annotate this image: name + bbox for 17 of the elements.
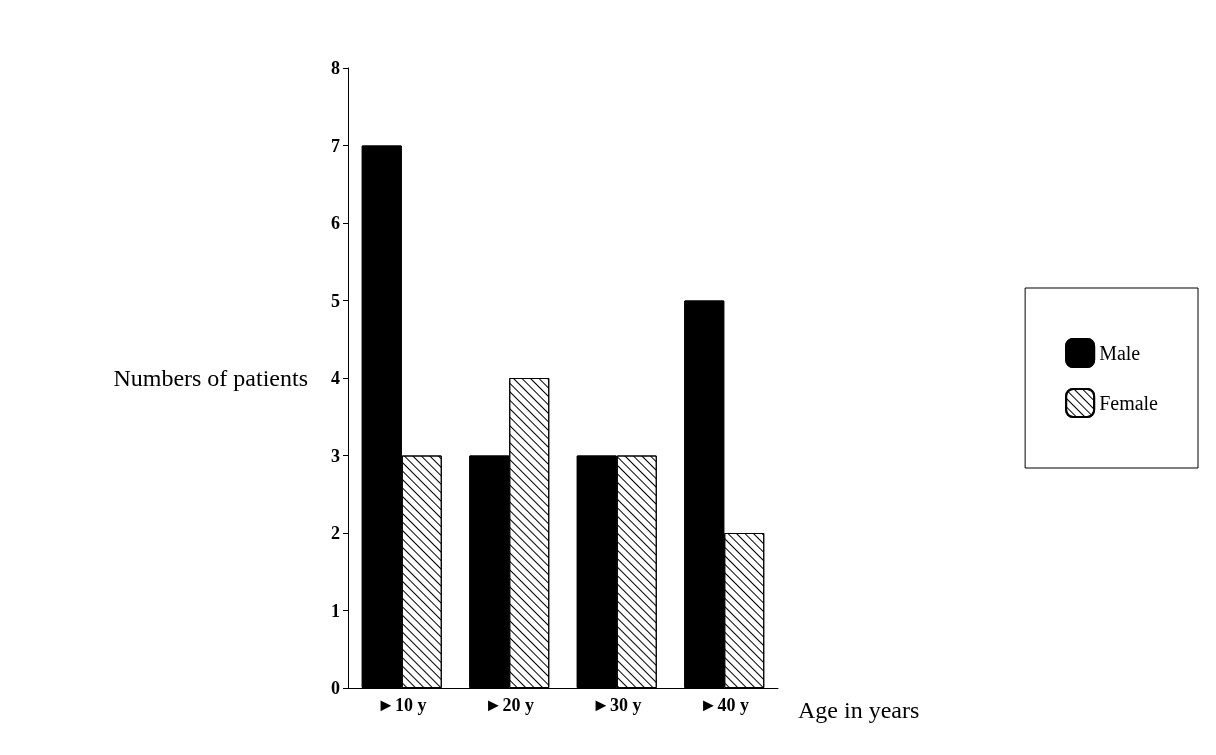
x-tick-label: ►40 y xyxy=(699,695,749,715)
x-tick-label: ►10 y xyxy=(377,695,427,715)
legend-label: Male xyxy=(1099,342,1141,364)
legend-label: Female xyxy=(1099,392,1159,414)
y-tick-label: 6 xyxy=(331,213,340,233)
y-tick-label: 8 xyxy=(331,58,340,78)
y-tick-label: 0 xyxy=(331,678,340,698)
y-tick-label: 2 xyxy=(331,523,340,543)
y-axis-title: Numbers of patients xyxy=(113,365,308,391)
y-tick-label: 1 xyxy=(331,600,340,621)
y-tick-label: 3 xyxy=(331,445,340,466)
x-tick-label: ►30 y xyxy=(592,695,642,715)
x-tick-label: ►20 y xyxy=(484,695,534,715)
y-tick-label: 7 xyxy=(331,135,340,156)
y-tick-label: 4 xyxy=(331,368,340,388)
y-tick-label: 5 xyxy=(331,290,340,311)
x-axis-title: Age in years xyxy=(798,697,920,723)
